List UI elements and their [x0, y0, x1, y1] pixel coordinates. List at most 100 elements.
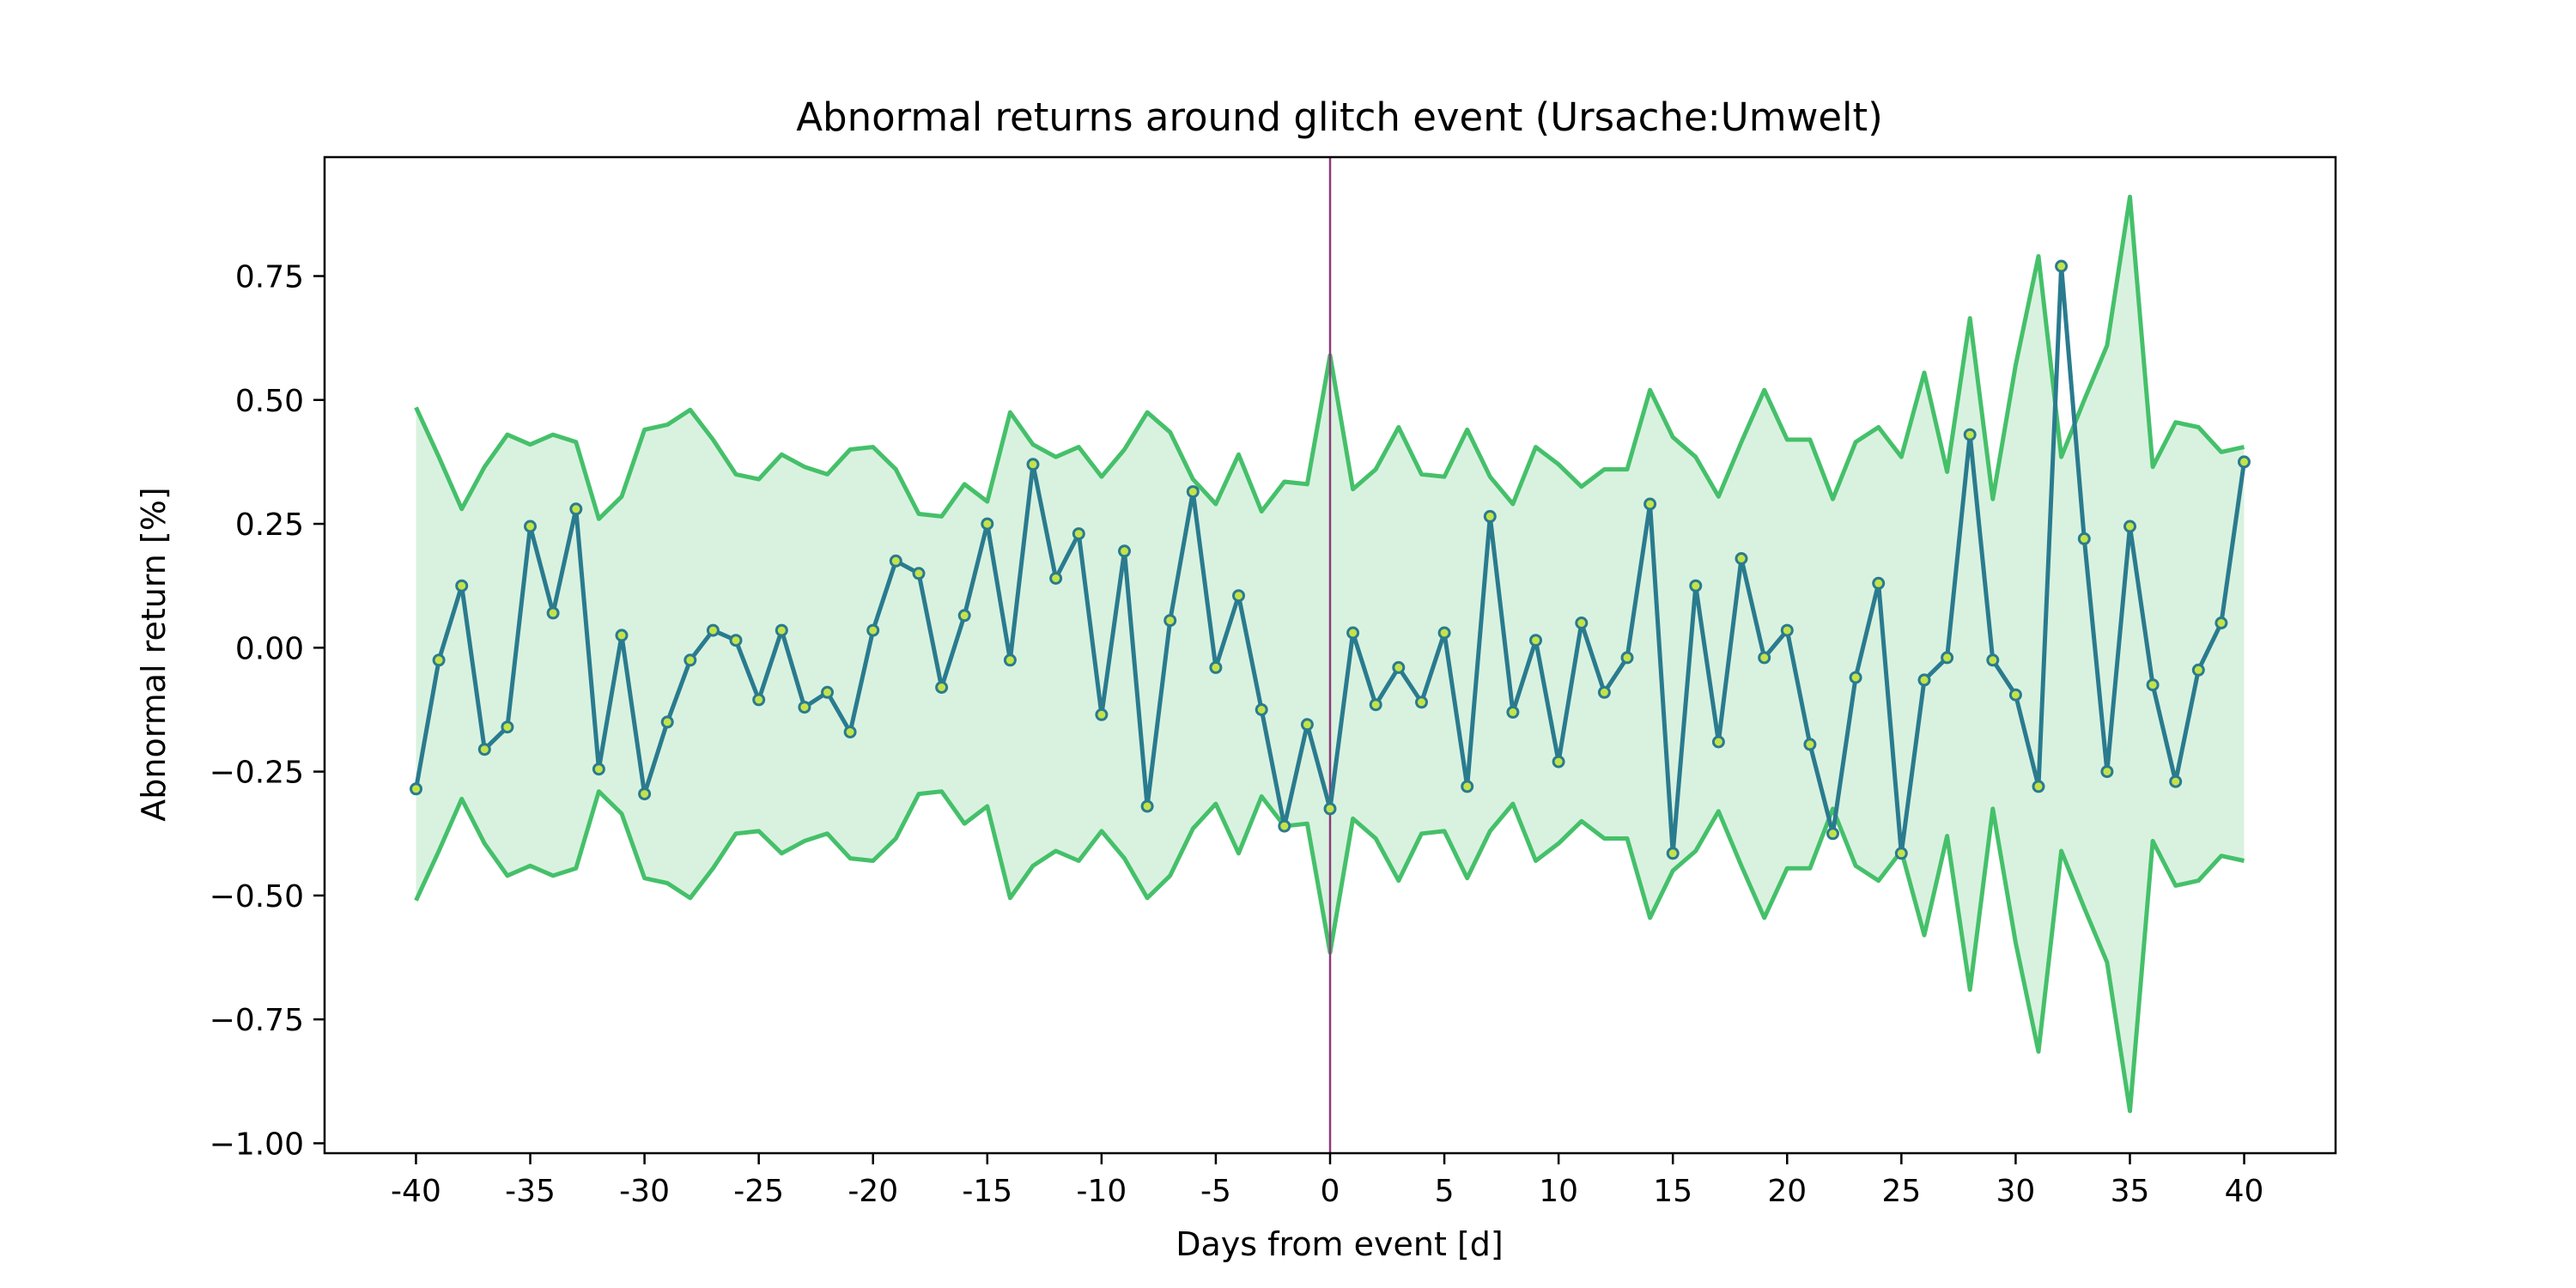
data-point — [1140, 799, 1154, 813]
data-point — [2169, 775, 2183, 788]
data-point — [1209, 660, 1223, 674]
data-point — [706, 623, 720, 637]
data-point — [1597, 685, 1611, 699]
data-point — [1255, 703, 1268, 716]
data-point — [1506, 705, 1520, 719]
y-tick-label: −0.50 — [210, 879, 304, 914]
data-point — [775, 623, 788, 637]
x-tick-label: 5 — [1435, 1174, 1455, 1209]
data-point — [638, 787, 652, 801]
data-point — [843, 726, 857, 738]
data-point — [1575, 617, 1589, 629]
data-point — [1666, 847, 1680, 860]
data-point — [2191, 663, 2205, 677]
y-tick-label: 0.75 — [235, 260, 304, 295]
data-point — [1118, 544, 1131, 558]
data-point — [1415, 696, 1428, 709]
data-point — [2146, 678, 2160, 692]
data-point — [798, 701, 811, 714]
data-point — [729, 634, 743, 647]
x-tick-label: 0 — [1321, 1174, 1340, 1209]
plot-area — [410, 157, 2251, 1153]
x-tick-label: -40 — [391, 1174, 441, 1209]
data-point — [1803, 738, 1817, 751]
data-point — [1095, 708, 1109, 721]
y-tick-label: 0.50 — [235, 384, 304, 419]
data-point — [752, 693, 766, 707]
x-tick-label: 30 — [1996, 1174, 2036, 1209]
data-point — [2032, 780, 2045, 793]
x-tick-label: -5 — [1200, 1174, 1231, 1209]
data-point — [683, 653, 697, 667]
data-point — [1461, 780, 1474, 793]
data-point — [935, 681, 949, 694]
data-point — [524, 519, 537, 533]
data-point — [1232, 589, 1245, 603]
data-point — [660, 715, 674, 729]
data-point — [1872, 576, 1886, 590]
data-point — [1894, 847, 1908, 860]
x-tick-label: -35 — [505, 1174, 556, 1209]
data-point — [455, 579, 469, 592]
data-point — [1758, 651, 1771, 665]
x-tick-label: -30 — [619, 1174, 670, 1209]
data-point — [821, 685, 834, 699]
x-tick-label: 10 — [1539, 1174, 1578, 1209]
data-point — [1711, 735, 1725, 749]
x-tick-label: -15 — [962, 1174, 1012, 1209]
data-point — [1483, 509, 1497, 523]
data-point — [1620, 651, 1634, 665]
x-tick-label: 20 — [1767, 1174, 1807, 1209]
data-point — [2100, 765, 2114, 779]
data-point — [1300, 718, 1314, 732]
data-point — [501, 720, 514, 734]
x-tick-label: 35 — [2111, 1174, 2150, 1209]
x-tick-label: -25 — [733, 1174, 784, 1209]
data-point — [1049, 572, 1063, 585]
data-point — [1643, 497, 1657, 511]
data-point — [615, 629, 629, 642]
data-point — [1529, 634, 1542, 647]
data-point — [1780, 623, 1794, 637]
data-point — [2008, 688, 2022, 702]
data-point — [592, 762, 605, 776]
data-point — [981, 517, 994, 531]
abnormal-return-markers — [410, 259, 2251, 860]
data-point — [912, 567, 926, 580]
data-point — [1003, 653, 1017, 667]
y-axis-label: Abnormal return [%] — [135, 487, 173, 821]
data-point — [1849, 671, 1862, 684]
data-point — [957, 609, 971, 623]
data-point — [1072, 527, 1085, 541]
y-tick-label: −0.25 — [210, 756, 304, 791]
data-point — [1941, 651, 1954, 665]
data-point — [1163, 614, 1177, 628]
data-point — [1986, 653, 2000, 667]
data-point — [1437, 626, 1451, 640]
data-point — [1369, 698, 1382, 712]
x-tick-label: -20 — [848, 1174, 898, 1209]
data-point — [1323, 802, 1337, 816]
data-point — [1346, 626, 1360, 640]
data-point — [477, 743, 491, 756]
y-tick-label: −0.75 — [210, 1003, 304, 1038]
data-point — [2055, 259, 2069, 273]
data-point — [2123, 519, 2136, 533]
y-tick-label: 0.25 — [235, 507, 304, 543]
data-point — [1278, 819, 1291, 833]
x-axis-ticks: -40 -35 -30 -25 -20 -15 -10 -5 0 5 10 15 20 25 30 35 40 — [391, 1153, 2263, 1209]
data-point — [432, 653, 446, 667]
y-axis-ticks: −1.00 −0.75 −0.50 −0.25 0.00 0.25 0.50 0.75 — [210, 260, 325, 1162]
data-point — [1392, 660, 1406, 674]
data-point — [1186, 485, 1200, 499]
data-point — [1826, 827, 1839, 841]
y-tick-label: 0.00 — [235, 631, 304, 666]
x-tick-label: -10 — [1076, 1174, 1127, 1209]
data-point — [1689, 579, 1703, 592]
data-point — [889, 554, 902, 568]
data-point — [546, 606, 560, 620]
data-point — [569, 502, 583, 516]
data-point — [2077, 532, 2091, 545]
data-point — [1552, 755, 1565, 769]
